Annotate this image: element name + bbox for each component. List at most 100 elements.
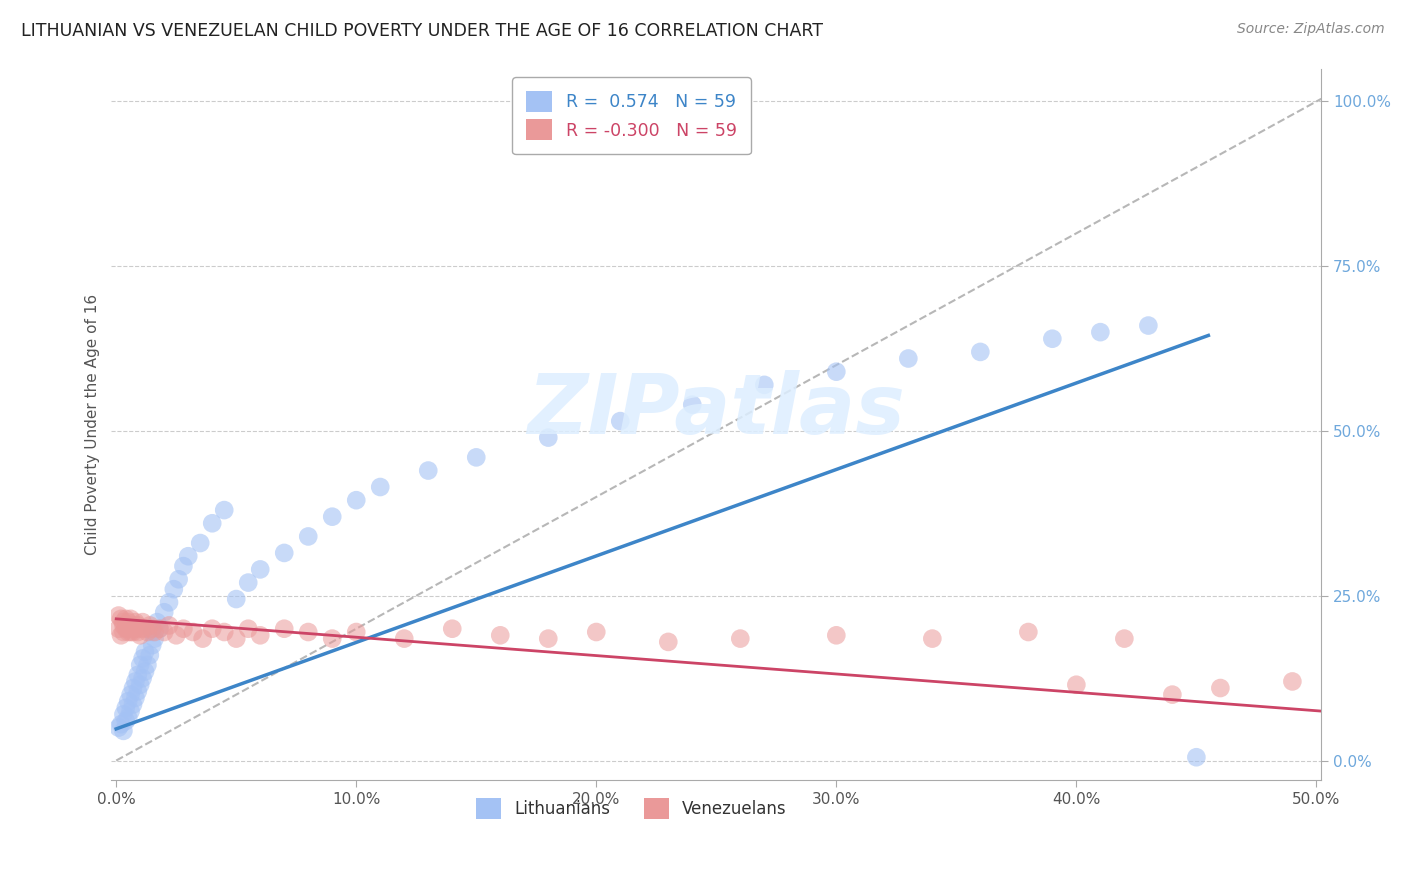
Point	[165, 628, 187, 642]
Point	[157, 618, 180, 632]
Point	[112, 723, 135, 738]
Point	[136, 625, 159, 640]
Point	[394, 632, 416, 646]
Point	[129, 628, 152, 642]
Point	[148, 622, 170, 636]
Point	[120, 688, 142, 702]
Point	[129, 657, 152, 672]
Point	[249, 562, 271, 576]
Point	[1066, 678, 1088, 692]
Point	[117, 694, 139, 708]
Point	[134, 622, 156, 636]
Point	[131, 651, 153, 665]
Point	[107, 608, 129, 623]
Point	[129, 678, 152, 692]
Point	[136, 657, 159, 672]
Point	[172, 559, 194, 574]
Point	[441, 622, 464, 636]
Point	[127, 668, 149, 682]
Point	[537, 431, 560, 445]
Point	[225, 632, 247, 646]
Point	[127, 684, 149, 698]
Point	[825, 628, 848, 642]
Point	[1090, 325, 1112, 339]
Point	[124, 674, 146, 689]
Point	[143, 632, 166, 646]
Point	[141, 638, 163, 652]
Point	[897, 351, 920, 366]
Point	[112, 618, 135, 632]
Point	[321, 509, 343, 524]
Point	[107, 622, 129, 636]
Point	[120, 704, 142, 718]
Point	[124, 615, 146, 629]
Point	[110, 628, 132, 642]
Point	[122, 618, 145, 632]
Point	[167, 572, 190, 586]
Point	[134, 645, 156, 659]
Point	[344, 493, 367, 508]
Point	[201, 622, 224, 636]
Text: LITHUANIAN VS VENEZUELAN CHILD POVERTY UNDER THE AGE OF 16 CORRELATION CHART: LITHUANIAN VS VENEZUELAN CHILD POVERTY U…	[21, 22, 823, 40]
Point	[117, 625, 139, 640]
Text: ZIPatlas: ZIPatlas	[527, 369, 905, 450]
Point	[297, 625, 319, 640]
Point	[120, 625, 142, 640]
Point	[537, 632, 560, 646]
Point	[585, 625, 607, 640]
Point	[141, 622, 163, 636]
Point	[238, 622, 260, 636]
Point	[249, 628, 271, 642]
Point	[122, 681, 145, 695]
Point	[110, 717, 132, 731]
Point	[418, 464, 440, 478]
Point	[143, 625, 166, 640]
Point	[148, 622, 170, 636]
Point	[181, 625, 204, 640]
Point	[825, 365, 848, 379]
Point	[120, 612, 142, 626]
Point	[122, 698, 145, 712]
Point	[117, 615, 139, 629]
Point	[201, 516, 224, 531]
Point	[225, 592, 247, 607]
Point	[188, 536, 211, 550]
Point	[153, 625, 176, 640]
Point	[969, 345, 991, 359]
Point	[112, 707, 135, 722]
Point	[212, 625, 235, 640]
Point	[238, 575, 260, 590]
Point	[153, 605, 176, 619]
Y-axis label: Child Poverty Under the Age of 16: Child Poverty Under the Age of 16	[86, 293, 100, 555]
Point	[131, 671, 153, 685]
Point	[131, 615, 153, 629]
Point	[114, 701, 136, 715]
Point	[139, 618, 162, 632]
Point	[146, 615, 169, 629]
Point	[657, 635, 679, 649]
Point	[127, 618, 149, 632]
Point	[114, 612, 136, 626]
Point	[127, 625, 149, 640]
Point	[157, 595, 180, 609]
Legend: Lithuanians, Venezuelans: Lithuanians, Venezuelans	[470, 792, 793, 825]
Point	[1281, 674, 1303, 689]
Point	[163, 582, 186, 597]
Point	[129, 622, 152, 636]
Point	[921, 632, 943, 646]
Text: Source: ZipAtlas.com: Source: ZipAtlas.com	[1237, 22, 1385, 37]
Point	[730, 632, 752, 646]
Point	[117, 711, 139, 725]
Point	[1040, 332, 1063, 346]
Point	[141, 625, 163, 640]
Point	[124, 690, 146, 705]
Point	[177, 549, 200, 564]
Point	[344, 625, 367, 640]
Point	[172, 622, 194, 636]
Point	[114, 714, 136, 728]
Point	[134, 665, 156, 679]
Point	[273, 546, 295, 560]
Point	[297, 529, 319, 543]
Point	[609, 414, 631, 428]
Point	[107, 721, 129, 735]
